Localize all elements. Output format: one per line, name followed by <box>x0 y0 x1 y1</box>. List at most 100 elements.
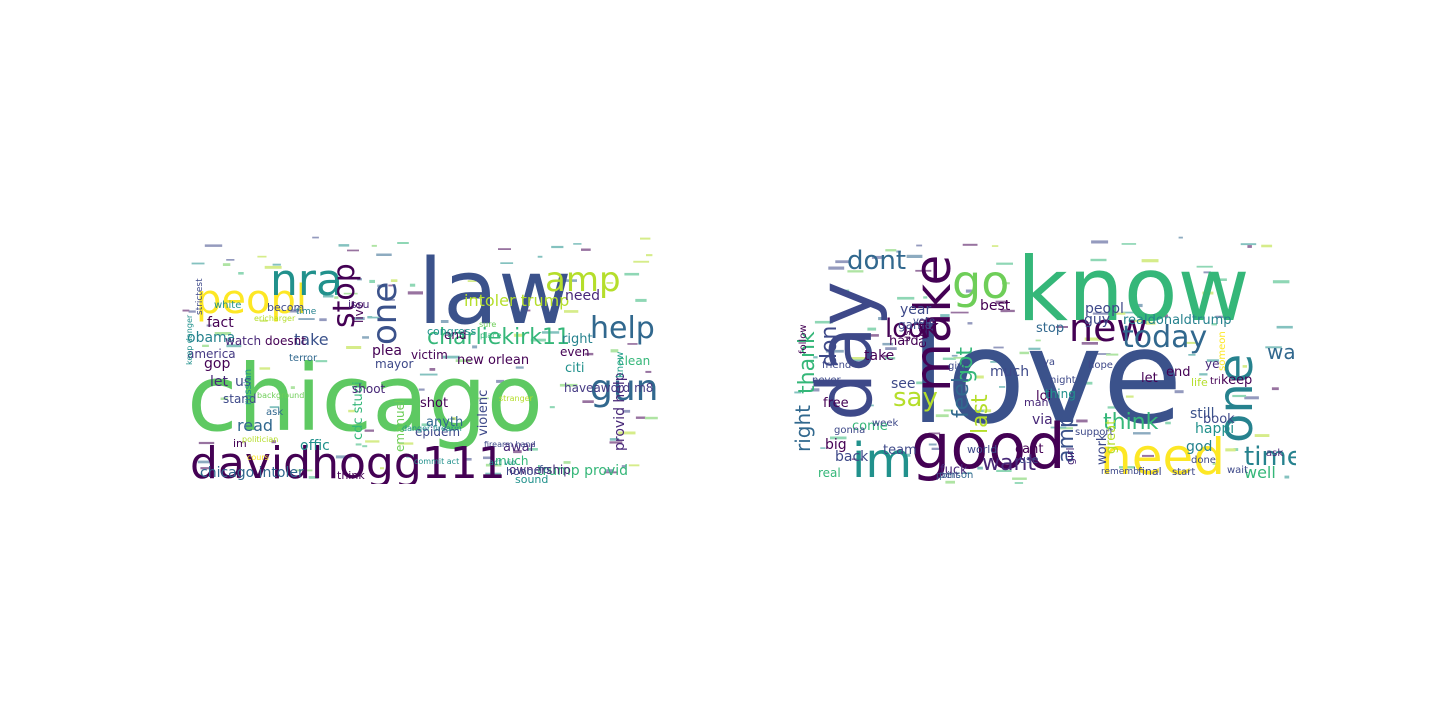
tiny-word-mark <box>814 320 833 324</box>
word: happi <box>1195 421 1234 437</box>
tiny-word-mark <box>606 282 614 284</box>
tiny-word-mark <box>1107 406 1123 409</box>
tiny-word-mark <box>1272 280 1290 284</box>
tiny-word-mark <box>851 357 867 360</box>
word: stop <box>327 263 362 328</box>
tiny-word-mark <box>269 406 280 409</box>
tiny-word-mark <box>953 356 964 359</box>
tiny-word-mark <box>962 472 972 474</box>
tiny-word-mark <box>1196 265 1213 268</box>
word: someon <box>1217 331 1228 371</box>
tiny-word-mark <box>794 391 802 394</box>
word: fo <box>539 463 550 476</box>
tiny-word-mark <box>635 298 647 302</box>
word: love <box>910 301 1183 453</box>
tiny-word-mark <box>198 441 215 445</box>
word: one <box>1208 354 1264 443</box>
tiny-word-mark <box>865 404 874 407</box>
tiny-word-mark <box>628 464 640 467</box>
word: man <box>1024 396 1048 409</box>
word: got <box>953 347 978 383</box>
word: watch <box>225 334 261 348</box>
word: never <box>812 375 842 386</box>
tiny-word-mark <box>820 447 826 449</box>
word: say <box>893 383 938 413</box>
tiny-word-mark <box>343 292 358 295</box>
tiny-word-mark <box>931 447 941 450</box>
word: commit act <box>414 457 459 466</box>
word: don <box>817 326 842 367</box>
word: provid help <box>612 372 628 451</box>
tiny-word-mark <box>551 245 564 249</box>
word: amp <box>1054 414 1079 463</box>
word: obama <box>187 330 235 346</box>
tiny-word-mark <box>549 406 555 409</box>
word: cdc studi <box>351 381 366 440</box>
word: watch <box>1267 340 1296 364</box>
word: best <box>980 298 1011 314</box>
word: us <box>902 330 913 342</box>
word: congress <box>427 325 477 338</box>
tiny-word-mark <box>1106 353 1119 356</box>
tiny-word-mark <box>191 262 205 265</box>
word: team <box>883 443 917 458</box>
word: stranger <box>499 394 534 403</box>
word: right <box>792 405 815 452</box>
tiny-word-mark <box>1084 337 1102 341</box>
word: last <box>968 394 993 434</box>
tiny-word-mark <box>606 469 614 473</box>
word: night <box>1050 375 1076 386</box>
word: peopl <box>1085 301 1124 317</box>
tiny-word-mark <box>942 357 956 360</box>
word: nra <box>270 255 343 306</box>
word: amp <box>545 260 621 300</box>
tiny-word-mark <box>1199 373 1208 376</box>
tiny-word-mark <box>962 243 978 246</box>
word: need <box>1100 428 1225 484</box>
tiny-word-mark <box>385 299 395 301</box>
tiny-word-mark <box>1119 466 1135 469</box>
word: gun <box>590 368 658 409</box>
tiny-word-mark <box>584 352 594 356</box>
tiny-word-mark <box>1130 319 1149 322</box>
word: cours <box>247 453 269 462</box>
tiny-word-mark <box>622 409 631 413</box>
tiny-word-mark <box>906 254 923 258</box>
tiny-word-mark <box>885 249 897 252</box>
word: go <box>952 255 1009 309</box>
tiny-word-mark <box>582 400 594 403</box>
tiny-word-mark <box>1035 339 1041 342</box>
tiny-word-mark <box>351 317 365 320</box>
word: victim <box>411 348 448 362</box>
word: good <box>911 410 1066 483</box>
word: wait <box>1227 465 1248 476</box>
word: dont <box>847 246 906 276</box>
word: follow <box>798 325 809 355</box>
word: ya <box>1043 357 1055 368</box>
tiny-word-mark <box>348 409 355 413</box>
word: doesnt <box>265 334 306 348</box>
tiny-word-mark <box>1271 387 1279 391</box>
tiny-word-mark <box>1002 282 1010 285</box>
tiny-word-mark <box>197 473 203 477</box>
word: mayor <box>375 357 413 371</box>
word: time <box>1244 442 1296 472</box>
word: see <box>891 376 916 392</box>
tiny-word-mark <box>1055 326 1068 328</box>
tiny-word-mark <box>1219 278 1227 281</box>
word: realdonaldtrump <box>1123 313 1232 328</box>
tiny-word-mark <box>940 314 950 318</box>
tiny-word-mark <box>214 332 232 336</box>
word: keep danger <box>185 314 194 365</box>
tiny-word-mark <box>455 359 471 362</box>
tiny-word-mark <box>371 244 377 247</box>
word: via <box>1032 412 1053 428</box>
tiny-word-mark <box>312 236 319 239</box>
tiny-word-mark <box>993 346 1004 349</box>
word: life <box>1191 376 1208 389</box>
tiny-word-mark <box>905 453 911 457</box>
tiny-word-mark <box>429 368 436 371</box>
tiny-word-mark <box>1185 341 1198 344</box>
word: well <box>1244 463 1276 482</box>
tiny-word-mark <box>298 318 315 320</box>
